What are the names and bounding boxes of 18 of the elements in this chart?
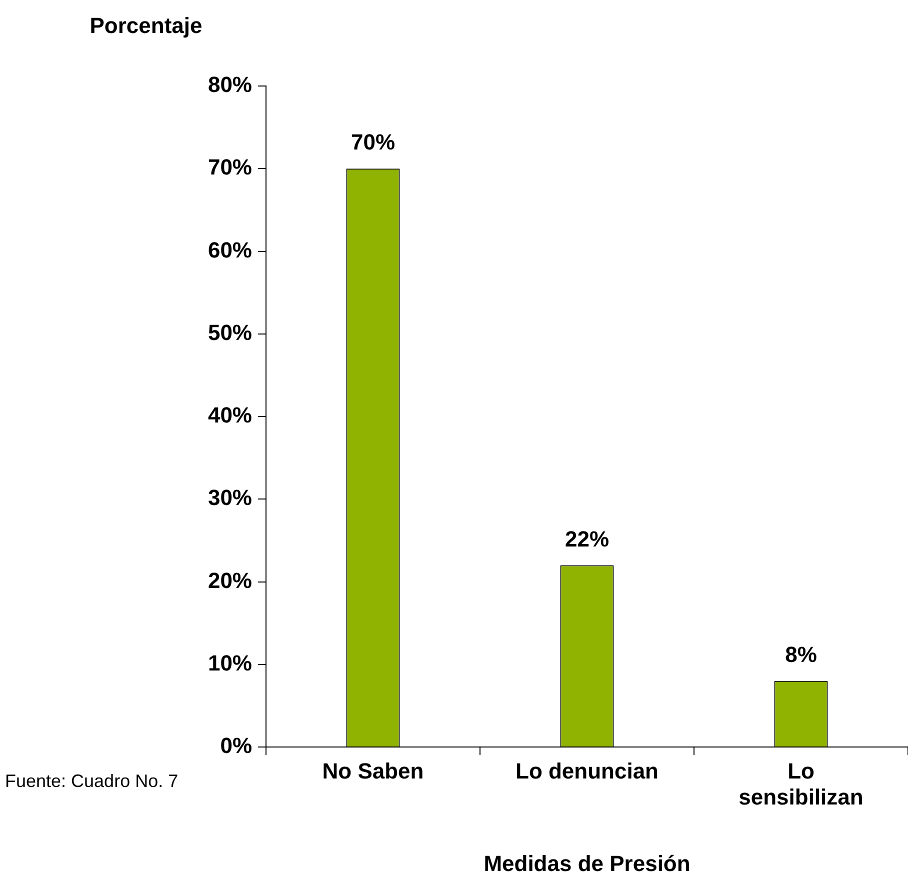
- x-tick-label: Lo sensibilizan: [738, 758, 864, 810]
- data-label: 22%: [564, 526, 610, 552]
- y-axis-title: Porcentaje: [90, 13, 202, 38]
- data-label: 70%: [350, 130, 396, 155]
- y-tick-label: 80%: [208, 72, 252, 98]
- data-label: 8%: [785, 642, 817, 667]
- x-tick-label: No Saben: [322, 758, 424, 784]
- x-tick-label: Lo denuncian: [516, 758, 658, 784]
- y-tick-label: 50%: [208, 320, 252, 345]
- y-tick-label: 20%: [208, 568, 252, 593]
- y-tick-label: 0%: [220, 733, 252, 758]
- y-tick-label: 60%: [208, 237, 252, 262]
- source-note: Fuente: Cuadro No. 7: [5, 770, 178, 791]
- y-tick-label: 10%: [208, 650, 252, 676]
- y-tick-label: 70%: [208, 154, 252, 180]
- y-tick-label: 40%: [208, 402, 252, 428]
- y-tick-label: 30%: [208, 485, 252, 510]
- x-axis-title: Medidas de Presión: [484, 851, 690, 876]
